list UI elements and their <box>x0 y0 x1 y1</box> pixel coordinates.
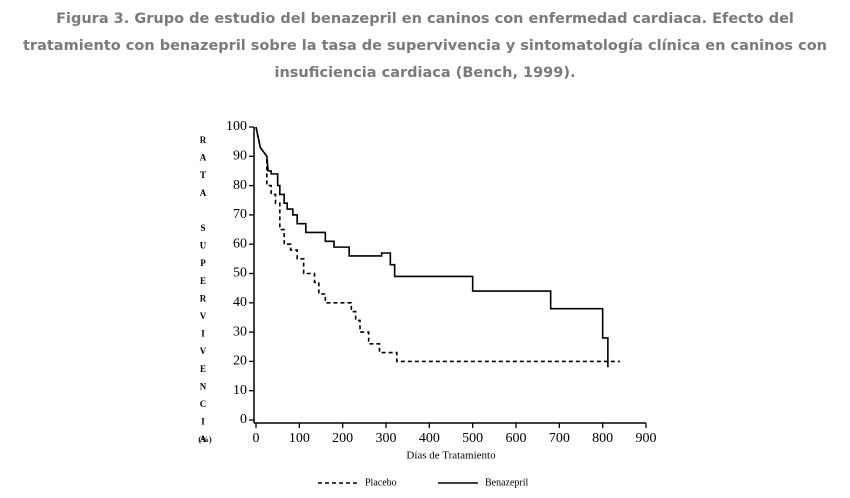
x-tick-label: 600 <box>506 431 527 446</box>
series-line <box>255 126 609 368</box>
y-tick-label: 70 <box>233 207 247 222</box>
y-tick-label: 80 <box>233 178 247 193</box>
y-axis-unit: (%) <box>198 435 212 444</box>
x-tick-label: 500 <box>462 431 483 446</box>
y-tick-label: 10 <box>233 383 247 398</box>
x-tick-label: 100 <box>289 431 310 446</box>
legend-label: Benazepril <box>485 477 529 488</box>
y-tick-label: 40 <box>233 295 247 310</box>
x-tick-label: 900 <box>636 431 657 446</box>
y-tick-label: 20 <box>233 354 247 369</box>
y-tick-label: 60 <box>233 236 247 251</box>
legend-label: Placebo <box>365 477 397 488</box>
y-tick-label: 90 <box>233 149 247 164</box>
series-line <box>255 126 620 363</box>
y-tick-label: 0 <box>240 412 247 427</box>
y-tick-label: 100 <box>226 119 247 134</box>
x-axis-label: Días de Tratamiento <box>406 450 496 462</box>
x-tick-label: 200 <box>332 431 353 446</box>
x-tick-label: 300 <box>376 431 397 446</box>
chart-title: Figura 3. Grupo de estudio del benazepri… <box>23 11 827 81</box>
y-tick-label: 50 <box>233 266 247 281</box>
x-tick-label: 0 <box>253 431 260 446</box>
x-tick-label: 800 <box>592 431 613 446</box>
x-tick-label: 400 <box>419 431 440 446</box>
y-axis-label: RATA SUPERVIVENCIA <box>198 135 208 452</box>
y-tick-label: 30 <box>233 324 247 339</box>
x-tick-label: 700 <box>549 431 570 446</box>
